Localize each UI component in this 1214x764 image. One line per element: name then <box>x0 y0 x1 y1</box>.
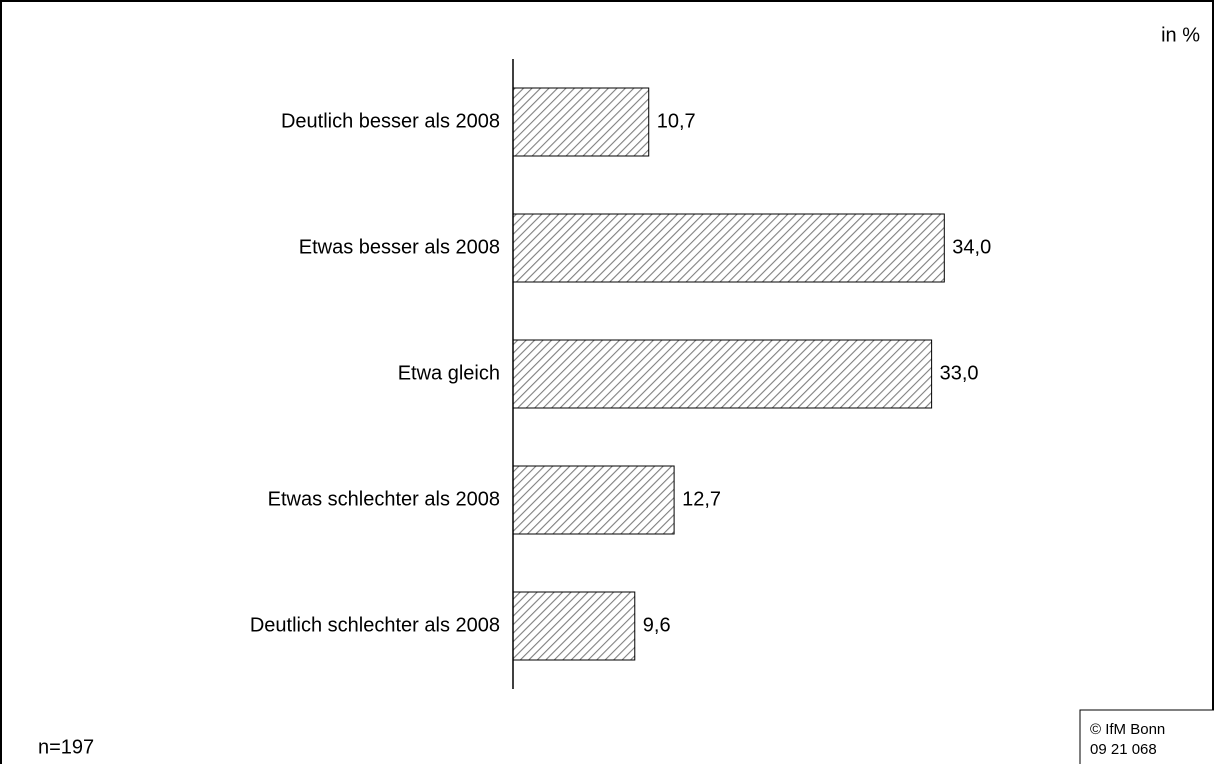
category-label: Etwas besser als 2008 <box>299 236 500 258</box>
value-label: 33,0 <box>940 362 979 384</box>
source-line: © IfM Bonn <box>1090 721 1165 738</box>
unit-label: in % <box>1161 24 1200 46</box>
value-label: 34,0 <box>952 236 991 258</box>
bar <box>512 87 650 157</box>
value-label: 10,7 <box>657 110 696 132</box>
sample-note: n=197 <box>38 736 94 758</box>
bar <box>512 213 945 283</box>
bar <box>512 465 675 535</box>
value-label: 9,6 <box>643 614 671 636</box>
category-label: Deutlich besser als 2008 <box>281 110 500 132</box>
category-label: Deutlich schlechter als 2008 <box>250 614 500 636</box>
category-label: Etwa gleich <box>398 362 500 384</box>
bar <box>512 339 933 409</box>
source-box <box>1079 709 1214 764</box>
category-label: Etwas schlechter als 2008 <box>268 488 500 510</box>
value-label: 12,7 <box>682 488 721 510</box>
bar <box>512 591 636 661</box>
source-line: 09 21 068 <box>1090 741 1157 758</box>
